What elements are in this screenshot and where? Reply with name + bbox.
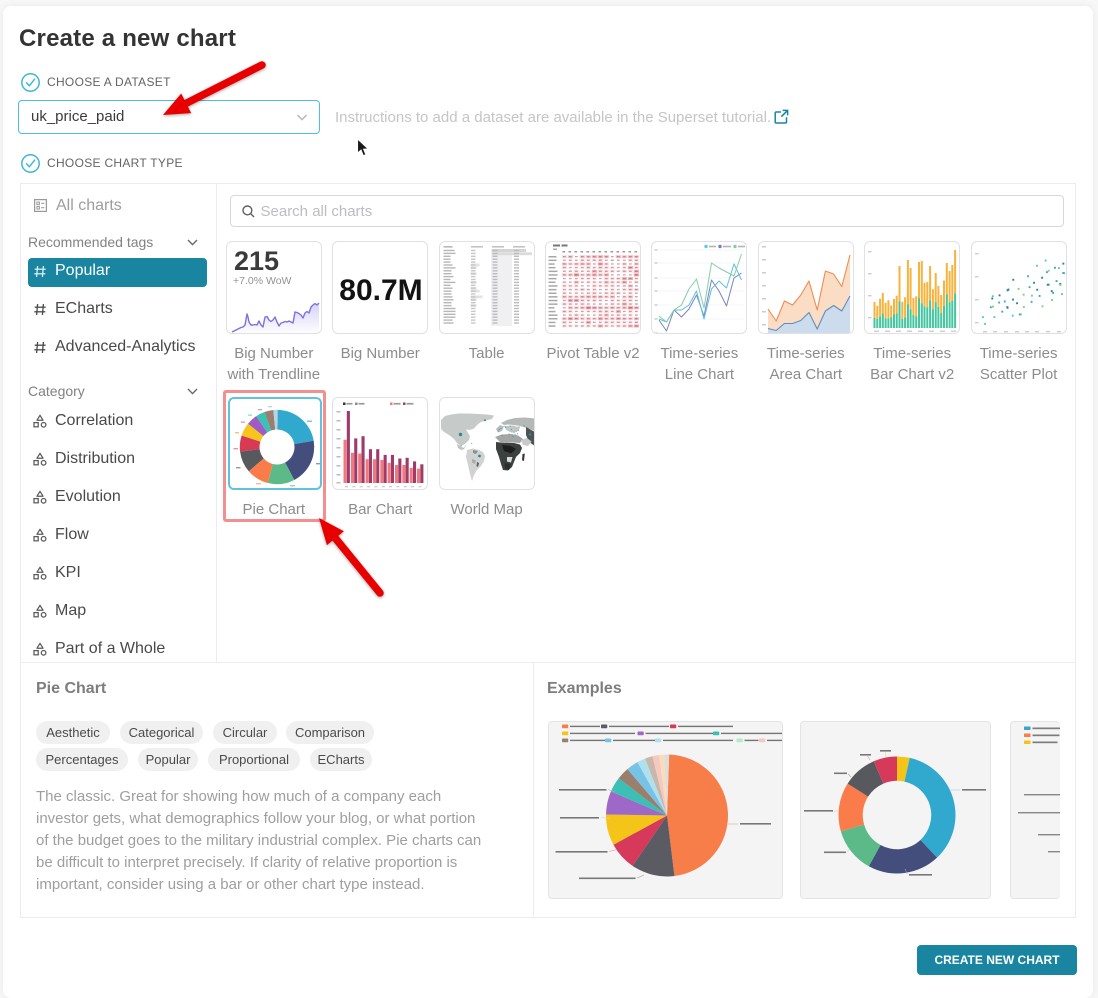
svg-text:215: 215 — [234, 246, 279, 276]
svg-text:80.7M: 80.7M — [339, 274, 422, 307]
svg-text:+7.0% WoW: +7.0% WoW — [233, 275, 292, 287]
